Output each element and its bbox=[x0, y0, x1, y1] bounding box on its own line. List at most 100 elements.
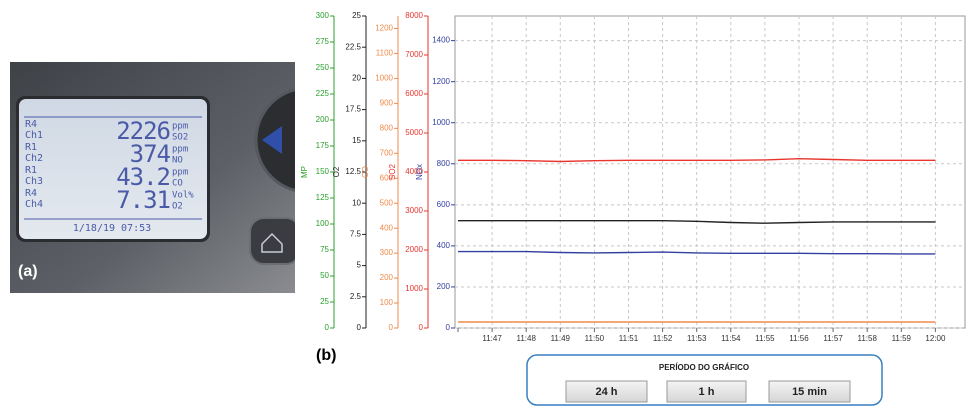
y-tick-label: 1000 bbox=[432, 118, 450, 127]
y-tick-label: 25 bbox=[320, 297, 329, 306]
y-tick-label: 125 bbox=[316, 193, 330, 202]
x-tick-label: 12:00 bbox=[925, 334, 946, 343]
y-tick-label: 100 bbox=[316, 219, 330, 228]
y-tick-label: 1400 bbox=[432, 36, 450, 45]
period-button-label[interactable]: 24 h bbox=[595, 386, 617, 398]
lcd-channel-label: R4 bbox=[25, 119, 37, 130]
y-tick-label: 900 bbox=[380, 98, 394, 107]
lcd-channel: Ch1 bbox=[25, 130, 43, 141]
lcd-timestamp: 1/18/19 07:53 bbox=[73, 223, 151, 234]
lcd-gas: NO bbox=[172, 156, 183, 166]
y-tick-label: 500 bbox=[380, 198, 394, 207]
y-tick-label: 200 bbox=[437, 282, 451, 291]
y-tick-label: 0 bbox=[357, 323, 362, 332]
panel-label: (a) bbox=[18, 263, 38, 280]
plot-frame bbox=[455, 16, 965, 328]
lcd-unit: Vol% bbox=[172, 191, 194, 201]
y-tick-label: 800 bbox=[380, 123, 394, 132]
y-tick-label: 0 bbox=[419, 323, 424, 332]
x-tick-label: 11:56 bbox=[789, 334, 809, 343]
y-tick-label: 0 bbox=[446, 323, 451, 332]
lcd-channel-label: R4 bbox=[25, 188, 37, 199]
lcd-gas: SO2 bbox=[172, 133, 188, 143]
y-tick-label: 1000 bbox=[405, 284, 423, 293]
lcd-channel-label: R1 bbox=[25, 165, 37, 176]
y-tick-label: 175 bbox=[316, 141, 330, 150]
y-tick-label: 1100 bbox=[376, 49, 394, 58]
y-axis-title: O2 bbox=[332, 166, 341, 177]
y-tick-label: 225 bbox=[316, 89, 330, 98]
x-tick-label: 11:48 bbox=[516, 334, 536, 343]
x-tick-label: 11:53 bbox=[687, 334, 707, 343]
y-tick-label: 20 bbox=[352, 74, 361, 83]
y-tick-label: 250 bbox=[316, 63, 330, 72]
home-button bbox=[250, 218, 300, 264]
y-axis-title: SO2 bbox=[388, 163, 397, 180]
period-button-label[interactable]: 1 h bbox=[699, 386, 715, 398]
lcd-unit: ppm bbox=[172, 145, 188, 155]
x-tick-label: 11:52 bbox=[653, 334, 673, 343]
period-title: PERÍODO DO GRÁFICO bbox=[659, 363, 749, 372]
y-tick-label: 275 bbox=[316, 37, 330, 46]
lcd-unit: ppm bbox=[172, 122, 188, 132]
x-tick-label: 11:50 bbox=[585, 334, 605, 343]
lcd-channel: Ch3 bbox=[25, 176, 43, 187]
y-tick-label: 7000 bbox=[405, 50, 423, 59]
y-tick-label: 0 bbox=[389, 323, 394, 332]
lcd-channel: Ch2 bbox=[25, 153, 43, 164]
lcd-channel: Ch4 bbox=[25, 199, 43, 210]
y-tick-label: 800 bbox=[437, 159, 451, 168]
y-tick-label: 2000 bbox=[405, 245, 423, 254]
y-tick-label: 200 bbox=[380, 273, 394, 282]
y-tick-label: 10 bbox=[352, 198, 361, 207]
y-tick-label: 400 bbox=[437, 241, 451, 250]
y-tick-label: 3000 bbox=[405, 206, 423, 215]
x-tick-label: 11:59 bbox=[892, 334, 912, 343]
y-tick-label: 150 bbox=[316, 167, 330, 176]
lcd-gas: CO bbox=[172, 179, 183, 189]
y-tick-label: 50 bbox=[320, 271, 329, 280]
y-axis-title: NOx bbox=[415, 164, 424, 180]
x-tick-label: 11:51 bbox=[619, 334, 639, 343]
y-tick-label: 1200 bbox=[432, 77, 450, 86]
x-tick-label: 11:58 bbox=[857, 334, 877, 343]
y-tick-label: 7.5 bbox=[350, 230, 362, 239]
y-tick-label: 0 bbox=[325, 323, 330, 332]
y-tick-label: 600 bbox=[437, 200, 451, 209]
y-tick-label: 17.5 bbox=[345, 105, 361, 114]
y-tick-label: 400 bbox=[380, 223, 394, 232]
y-tick-label: 5000 bbox=[405, 128, 423, 137]
y-axis-title: CO bbox=[361, 166, 370, 178]
y-tick-label: 25 bbox=[352, 11, 361, 20]
y-axis-title: MP bbox=[300, 166, 309, 178]
x-tick-label: 11:49 bbox=[551, 334, 571, 343]
y-tick-label: 300 bbox=[316, 11, 330, 20]
y-tick-label: 1000 bbox=[375, 74, 393, 83]
lcd-channel-label: R1 bbox=[25, 142, 37, 153]
lcd-gas: O2 bbox=[172, 202, 183, 212]
y-tick-label: 6000 bbox=[405, 89, 423, 98]
y-tick-label: 300 bbox=[380, 248, 394, 257]
y-tick-label: 700 bbox=[380, 148, 394, 157]
x-tick-label: 11:55 bbox=[755, 334, 775, 343]
y-tick-label: 100 bbox=[380, 298, 394, 307]
panel-label: (b) bbox=[316, 347, 336, 364]
chart: 0255075100125150175200225250275300MP02.5… bbox=[300, 11, 965, 343]
y-tick-label: 75 bbox=[320, 245, 329, 254]
period-selector: PERÍODO DO GRÁFICO 24 h 1 h 15 min bbox=[527, 355, 882, 405]
lcd-unit: ppm bbox=[172, 168, 188, 178]
y-tick-label: 200 bbox=[316, 115, 330, 124]
y-tick-label: 1200 bbox=[375, 24, 393, 33]
x-tick-label: 11:47 bbox=[482, 334, 502, 343]
y-tick-label: 5 bbox=[357, 261, 362, 270]
y-tick-label: 22.5 bbox=[345, 42, 361, 51]
period-button-label[interactable]: 15 min bbox=[792, 386, 827, 398]
y-tick-label: 15 bbox=[352, 136, 361, 145]
lcd-value: 7.31 bbox=[116, 186, 170, 214]
figure: R4Ch12226ppmSO2R1Ch2374ppmNOR1Ch343.2ppm… bbox=[0, 0, 972, 408]
x-tick-label: 11:57 bbox=[823, 334, 843, 343]
x-tick-label: 11:54 bbox=[721, 334, 741, 343]
y-tick-label: 2.5 bbox=[350, 292, 362, 301]
y-tick-label: 8000 bbox=[405, 11, 423, 20]
y-tick-label: 12.5 bbox=[345, 167, 361, 176]
